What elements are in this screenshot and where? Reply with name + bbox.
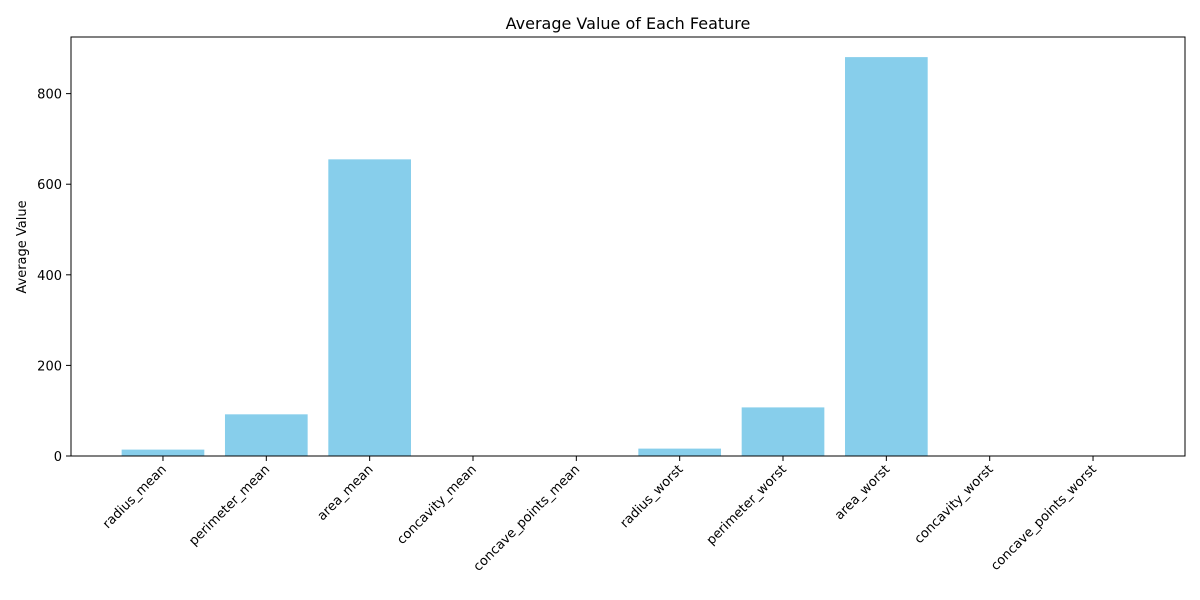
x-tick-label: concavity_mean <box>394 462 480 548</box>
plot-frame <box>70 36 1186 457</box>
bar-area_mean <box>328 159 411 456</box>
y-tick-label: 600 <box>37 178 62 193</box>
y-tick-label: 400 <box>37 269 62 284</box>
bars-group <box>121 57 1135 456</box>
y-axis-label: Average Value <box>15 200 30 293</box>
x-axis: radius_mean perimeter_mean area_mean concav… <box>100 456 1100 575</box>
x-tick-label: radius_worst <box>618 462 687 531</box>
x-tick-label: perimeter_mean <box>186 462 273 549</box>
x-tick-label: radius_mean <box>100 462 170 532</box>
x-tick-label: area_mean <box>315 462 377 524</box>
x-tick-label: concave_points_mean <box>471 462 583 574</box>
bar-radius_worst <box>638 448 722 456</box>
x-tick-label: concave_points_worst <box>988 462 1100 574</box>
y-tick-label: 0 <box>54 450 62 465</box>
bar-radius_mean <box>121 449 205 456</box>
chart-title: Average Value of Each Feature <box>506 14 751 33</box>
bar-area_worst <box>845 57 928 456</box>
y-axis: 0 200 400 600 800 <box>37 88 71 465</box>
y-tick-label: 200 <box>37 359 62 374</box>
bar-perimeter_mean <box>224 414 308 456</box>
x-tick-label: perimeter_worst <box>704 462 790 548</box>
x-tick-label: concavity_worst <box>912 462 997 547</box>
bar-perimeter_worst <box>741 407 825 456</box>
x-tick-label: area_worst <box>832 462 893 523</box>
y-tick-label: 800 <box>37 88 62 103</box>
